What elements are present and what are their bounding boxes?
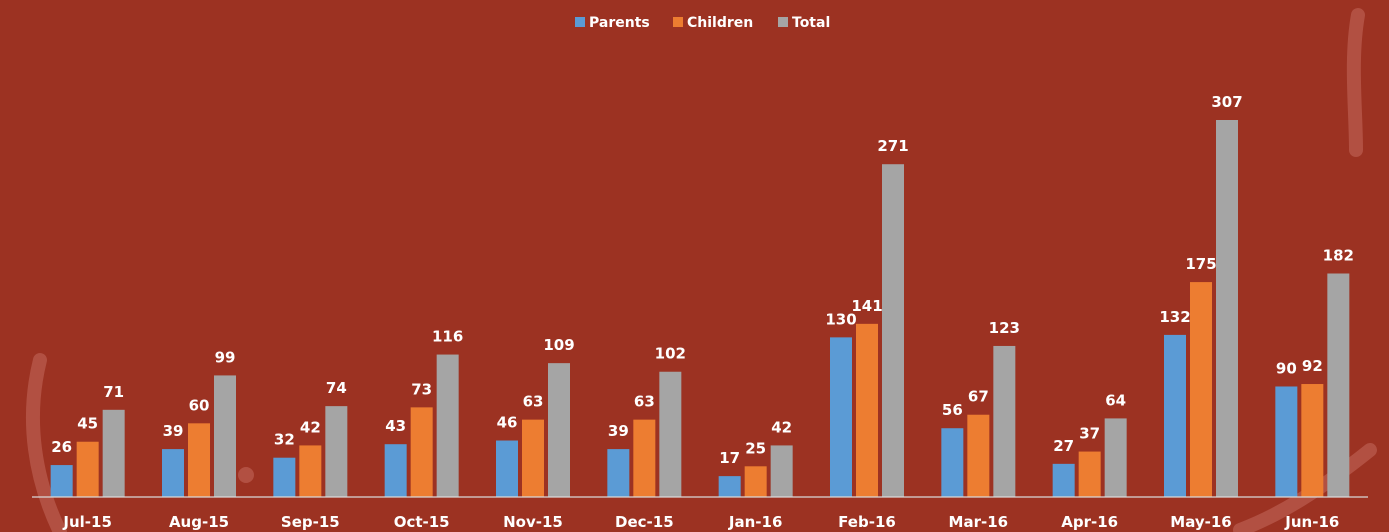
x-tick-label: Jul-15 [62,513,112,531]
bar-children-jan-16 [744,466,767,497]
legend-swatch-total [778,17,788,27]
data-label-children-jan-16: 25 [745,439,766,457]
bar-children-may-16 [1190,282,1212,497]
bar-total-oct-15 [436,354,459,497]
bar-parents-dec-15 [607,449,630,497]
data-label-children-aug-15: 60 [189,396,210,414]
legend-label-total: Total [792,15,830,31]
data-label-total-jan-16: 42 [771,418,792,436]
data-label-parents-jul-15: 26 [51,438,72,456]
bar-children-jun-16 [1301,384,1324,497]
data-label-parents-dec-15: 39 [608,422,629,440]
data-label-children-sep-15: 42 [300,418,321,436]
bar-parents-nov-15 [496,440,518,497]
bar-children-feb-16 [856,323,878,497]
x-tick-label: Dec-15 [615,513,674,531]
bar-parents-apr-16 [1052,463,1075,497]
bar-children-nov-15 [522,419,544,497]
legend-label-children: Children [687,15,753,31]
data-label-children-feb-16: 141 [851,297,882,315]
bar-parents-jun-16 [1275,386,1298,497]
bar-parents-aug-15 [162,449,184,497]
data-label-total-sep-15: 74 [326,379,347,397]
bar-parents-jul-15 [50,465,73,497]
data-label-parents-aug-15: 39 [163,422,184,440]
data-label-total-feb-16: 271 [877,137,908,155]
data-label-total-oct-15: 116 [432,328,463,346]
bar-parents-sep-15 [273,457,296,497]
bar-total-jun-16 [1327,273,1350,497]
data-label-children-jun-16: 92 [1302,357,1323,375]
bar-children-oct-15 [410,407,433,497]
x-tick-label: Mar-16 [949,513,1009,531]
data-label-parents-apr-16: 27 [1053,437,1074,455]
data-label-total-jul-15: 71 [103,383,124,401]
data-label-children-apr-16: 37 [1079,425,1100,443]
data-label-total-apr-16: 64 [1105,391,1126,409]
x-tick-label: Jun-16 [1284,513,1339,531]
data-label-parents-oct-15: 43 [385,417,406,435]
data-label-parents-jun-16: 90 [1276,359,1297,377]
data-label-total-jun-16: 182 [1323,247,1354,265]
bar-children-apr-16 [1078,451,1101,497]
bar-parents-mar-16 [941,428,964,497]
data-label-parents-mar-16: 56 [942,401,963,419]
bar-total-may-16 [1216,120,1238,497]
x-tick-label: Jan-16 [728,513,782,531]
data-label-total-dec-15: 102 [655,345,686,363]
bar-children-dec-15 [633,419,656,497]
data-label-parents-sep-15: 32 [274,431,295,449]
bar-children-sep-15 [299,445,322,497]
x-tick-label: Nov-15 [503,513,563,531]
data-label-parents-nov-15: 46 [497,414,518,432]
data-label-total-aug-15: 99 [215,348,236,366]
x-tick-label: Aug-15 [169,513,229,531]
legend-swatch-parents [575,17,585,27]
x-tick-labels: Jul-15 Aug-15 Sep-15 Oct-15 Nov-15 Dec-15 Jan-… [62,513,1339,531]
bar-total-aug-15 [214,375,236,497]
bar-children-aug-15 [188,423,210,497]
data-label-total-nov-15: 109 [543,336,574,354]
data-label-parents-jan-16: 17 [719,449,740,467]
bar-parents-oct-15 [384,444,407,497]
x-tick-label: Oct-15 [394,513,450,531]
data-label-children-oct-15: 73 [411,380,432,398]
data-label-parents-may-16: 132 [1159,308,1190,326]
x-tick-label: May-16 [1170,513,1231,531]
data-label-total-mar-16: 123 [989,319,1020,337]
legend-swatch-children [673,17,683,27]
bar-total-jan-16 [770,445,793,497]
bar-total-sep-15 [325,406,348,497]
data-label-children-mar-16: 67 [968,388,989,406]
bar-total-apr-16 [1104,418,1127,497]
data-label-children-may-16: 175 [1185,255,1216,273]
data-label-children-dec-15: 63 [634,393,655,411]
bars-layer: 26 45 71 39 60 99 32 42 74 43 73 116 46 63 109 39 63 102 1… [50,93,1354,497]
bar-parents-jan-16 [718,476,741,497]
background-decoration [26,8,1377,532]
data-label-children-jul-15: 45 [77,415,98,433]
data-label-total-may-16: 307 [1211,93,1242,111]
bar-total-jul-15 [102,409,125,497]
bar-parents-may-16 [1164,334,1186,497]
bar-total-feb-16 [882,164,904,497]
bar-children-jul-15 [76,441,99,497]
legend-label-parents: Parents [589,15,650,31]
data-label-children-nov-15: 63 [523,393,544,411]
bar-total-mar-16 [993,345,1016,497]
x-tick-label: Apr-16 [1061,513,1118,531]
bar-children-mar-16 [967,414,990,497]
bar-parents-feb-16 [830,337,852,497]
legend: Parents Children Total [575,15,830,31]
bar-total-nov-15 [548,363,570,497]
x-tick-label: Feb-16 [838,513,896,531]
data-label-parents-feb-16: 130 [825,310,856,328]
x-tick-label: Sep-15 [281,513,340,531]
bar-total-dec-15 [659,371,682,497]
